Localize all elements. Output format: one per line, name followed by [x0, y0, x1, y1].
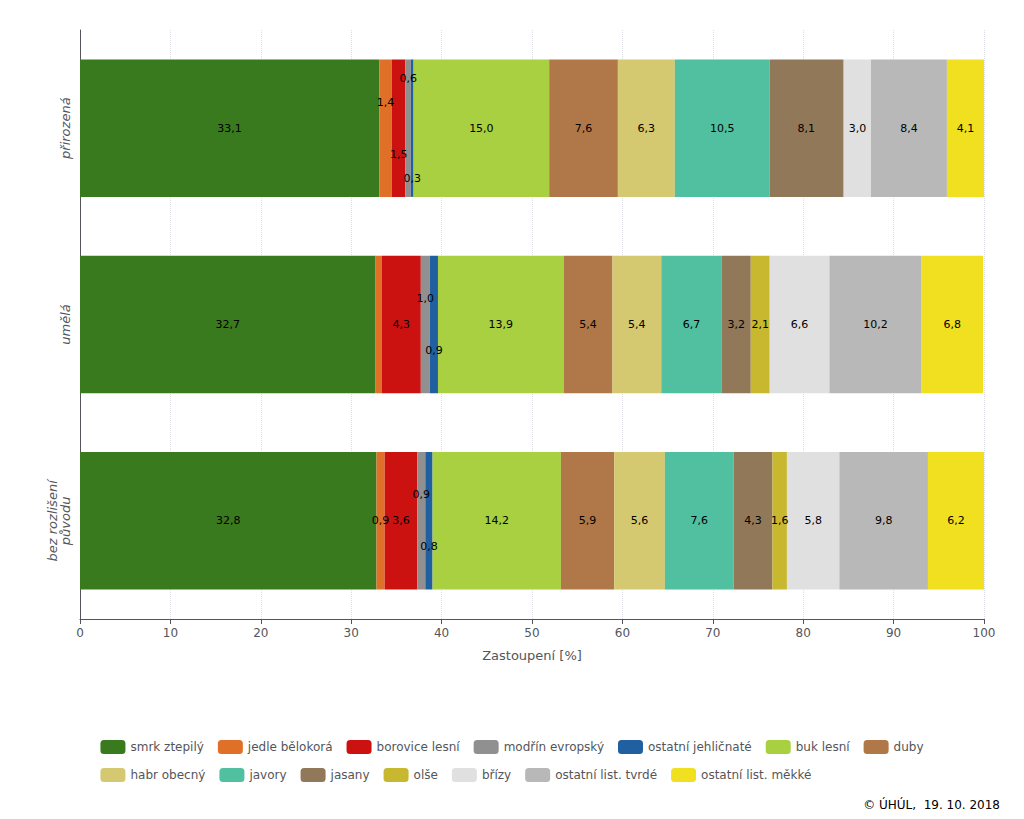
svg-text:javory: javory	[248, 768, 286, 782]
svg-text:4,3: 4,3	[393, 318, 411, 331]
svg-text:8,4: 8,4	[900, 122, 918, 135]
svg-text:jedle bělokorá: jedle bělokorá	[247, 740, 333, 754]
svg-text:1,6: 1,6	[771, 514, 789, 527]
svg-text:6,3: 6,3	[638, 122, 656, 135]
svg-text:10: 10	[163, 626, 178, 640]
svg-text:100: 100	[973, 626, 996, 640]
svg-text:90: 90	[886, 626, 901, 640]
svg-text:9,8: 9,8	[875, 514, 893, 527]
svg-text:umělá: umělá	[58, 304, 73, 345]
svg-text:14,2: 14,2	[484, 514, 509, 527]
svg-text:10,5: 10,5	[710, 122, 735, 135]
svg-text:ostatní list. tvrdé: ostatní list. tvrdé	[555, 768, 657, 782]
svg-text:0,3: 0,3	[403, 172, 421, 185]
svg-text:původu: původu	[58, 497, 73, 547]
svg-text:2,1: 2,1	[752, 318, 770, 331]
svg-text:bez rozlišení: bez rozlišení	[45, 480, 60, 562]
svg-text:smrk ztepilý: smrk ztepilý	[130, 740, 203, 754]
svg-text:duby: duby	[894, 740, 924, 754]
svg-text:1,4: 1,4	[377, 96, 395, 109]
svg-text:6,8: 6,8	[944, 318, 962, 331]
svg-text:0,9: 0,9	[425, 344, 443, 357]
svg-text:© ÚHÚL, 19. 10. 2018: © ÚHÚL, 19. 10. 2018	[863, 797, 1000, 812]
svg-text:1,0: 1,0	[417, 292, 435, 305]
svg-text:15,0: 15,0	[469, 122, 494, 135]
svg-text:8,1: 8,1	[798, 122, 816, 135]
svg-text:30: 30	[344, 626, 359, 640]
svg-text:33,1: 33,1	[217, 122, 242, 135]
svg-text:modřín evropský: modřín evropský	[504, 740, 604, 754]
svg-text:habr obecný: habr obecný	[130, 768, 205, 782]
svg-text:7,6: 7,6	[690, 514, 708, 527]
svg-text:olše: olše	[414, 768, 438, 782]
svg-text:4,1: 4,1	[957, 122, 975, 135]
svg-text:3,6: 3,6	[392, 514, 410, 527]
svg-text:1,5: 1,5	[390, 148, 408, 161]
svg-text:ostatní list. měkké: ostatní list. měkké	[701, 768, 811, 782]
svg-text:0,6: 0,6	[399, 72, 417, 85]
svg-text:0,9: 0,9	[413, 488, 431, 501]
svg-text:ostatní jehličnaté: ostatní jehličnaté	[648, 740, 752, 754]
svg-text:32,7: 32,7	[216, 318, 241, 331]
svg-text:60: 60	[615, 626, 630, 640]
svg-text:jasany: jasany	[330, 768, 370, 782]
svg-text:břízy: břízy	[482, 768, 511, 782]
svg-text:borovice lesní: borovice lesní	[377, 740, 461, 754]
svg-text:buk lesní: buk lesní	[796, 740, 851, 754]
svg-text:13,9: 13,9	[489, 318, 514, 331]
svg-text:5,8: 5,8	[804, 514, 822, 527]
svg-text:3,0: 3,0	[849, 122, 867, 135]
svg-text:5,4: 5,4	[579, 318, 597, 331]
svg-text:přirozená: přirozená	[58, 97, 73, 160]
svg-text:40: 40	[434, 626, 449, 640]
svg-text:32,8: 32,8	[216, 514, 241, 527]
svg-text:5,4: 5,4	[628, 318, 646, 331]
svg-text:0: 0	[76, 626, 84, 640]
svg-text:4,3: 4,3	[744, 514, 762, 527]
svg-text:6,7: 6,7	[683, 318, 701, 331]
svg-text:6,2: 6,2	[947, 514, 965, 527]
svg-text:7,6: 7,6	[575, 122, 593, 135]
svg-text:5,6: 5,6	[631, 514, 649, 527]
svg-text:3,2: 3,2	[728, 318, 746, 331]
svg-text:10,2: 10,2	[863, 318, 888, 331]
svg-text:Zastoupení [%]: Zastoupení [%]	[482, 648, 582, 663]
svg-text:50: 50	[524, 626, 539, 640]
svg-text:6,6: 6,6	[791, 318, 809, 331]
svg-text:20: 20	[253, 626, 268, 640]
svg-text:0,8: 0,8	[420, 540, 438, 553]
svg-text:80: 80	[796, 626, 811, 640]
svg-text:5,9: 5,9	[579, 514, 597, 527]
svg-text:70: 70	[705, 626, 720, 640]
svg-text:0,9: 0,9	[372, 514, 390, 527]
